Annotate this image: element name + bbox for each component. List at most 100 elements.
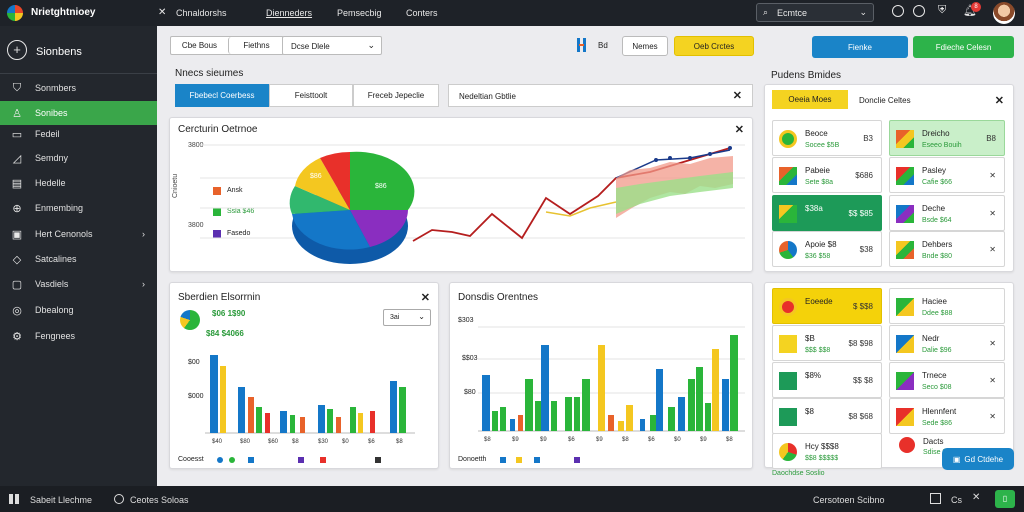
- list-item[interactable]: Apoie $8 $36 $58 $38: [772, 231, 882, 267]
- close-icon[interactable]: ✕: [732, 90, 742, 102]
- sidebar-header: Sionbens: [36, 46, 82, 58]
- list-item-last[interactable]: Dacts Sdise $96: [889, 433, 954, 463]
- sidebar-item-10[interactable]: ⚙ Fengnees: [0, 324, 157, 348]
- item-title: Apoie $8: [805, 240, 837, 249]
- list-item[interactable]: Dreicho Eseeo Bouih B8: [889, 120, 1005, 156]
- item-title: Hlennfent: [922, 407, 957, 416]
- close-icon[interactable]: ✕: [972, 492, 981, 503]
- close-icon[interactable]: ✕: [989, 171, 996, 180]
- tab-2[interactable]: Freceb Jepeclie: [353, 84, 439, 107]
- grid-icon[interactable]: [9, 494, 19, 504]
- bottom-mid-label[interactable]: Ceotes Soloas: [130, 495, 189, 505]
- right-tab-active[interactable]: Oeeia Moes: [772, 90, 848, 109]
- svg-text:$8: $8: [292, 439, 299, 445]
- list-item[interactable]: Nedr Dalie $96 ✕: [889, 325, 1005, 361]
- toolbar-label: Bd: [598, 41, 608, 50]
- list-item[interactable]: $8 $8 $68: [772, 398, 882, 434]
- close-icon[interactable]: ✕: [420, 292, 430, 304]
- chat-button[interactable]: ▣ Gd Ctdehe: [942, 448, 1014, 470]
- close-icon[interactable]: ✕: [734, 124, 744, 136]
- close-icon[interactable]: ✕: [994, 95, 1004, 107]
- list-item[interactable]: Pasley Cafie $66 ✕: [889, 157, 1005, 193]
- top-menu-item-1[interactable]: Dienneders: [266, 8, 313, 18]
- list-item[interactable]: Beoce Socee $5B B3: [772, 120, 882, 156]
- clock-icon[interactable]: [892, 5, 904, 17]
- list-item[interactable]: $38a $$ $85: [772, 195, 882, 231]
- primary-green-button[interactable]: Fdieche Celesn: [913, 36, 1014, 58]
- chart-card-1: Cercturin Oetrnoe ✕ 3800 3800 Cnioetu An…: [169, 117, 753, 272]
- list-item[interactable]: Haciee Ddee $88: [889, 288, 1005, 324]
- cube-icon: [779, 167, 797, 185]
- close-icon[interactable]: ✕: [989, 209, 996, 218]
- item-title: $B: [805, 334, 815, 343]
- list-item[interactable]: Dehbers Bnde $80 ✕: [889, 231, 1005, 267]
- close-icon[interactable]: ✕: [989, 412, 996, 421]
- globe-icon[interactable]: [114, 494, 124, 504]
- list-item[interactable]: Pabeie Sete $8a $686: [772, 157, 882, 193]
- list-item[interactable]: Hlennfent Sede $86 ✕: [889, 398, 1005, 434]
- segment-0[interactable]: Cbe Bous: [181, 41, 218, 50]
- right-tab-other[interactable]: Donclie Celtes: [859, 96, 911, 105]
- svg-text:$9: $9: [540, 437, 547, 443]
- sidebar-item-label: Hert Cenonols: [35, 229, 93, 239]
- filter-bar[interactable]: Nedeltian Gbtlie ✕: [448, 84, 753, 107]
- create-button[interactable]: Oeb Crctes: [674, 36, 754, 56]
- item-subtitle: Ddee $88: [922, 310, 953, 317]
- add-icon[interactable]: +: [7, 40, 27, 60]
- chart2-select[interactable]: 3ai ⌄: [383, 309, 431, 326]
- columns-icon[interactable]: [577, 38, 587, 52]
- list-item[interactable]: Trnece Seco $08 ✕: [889, 362, 1005, 398]
- sidebar-item-label: Hedelle: [35, 178, 66, 188]
- legend-dots: [500, 457, 580, 463]
- sidebar-item-5[interactable]: ⊕ Enmembing: [0, 196, 157, 220]
- footer-link[interactable]: Daochdse Soslio: [772, 470, 825, 477]
- chart-card-2: Sberdien Elsorrnin ✕ $06 1$90 $84 $4066 …: [169, 282, 439, 469]
- names-button[interactable]: Nemes: [622, 36, 668, 56]
- bottom-right-label[interactable]: Cersotoen Scibno: [813, 495, 885, 505]
- grid-icon[interactable]: ✕: [158, 7, 167, 18]
- list-item[interactable]: $B $$$ $$8 $8 $98: [772, 325, 882, 361]
- sidebar-item-2[interactable]: ▭ Fedeil: [0, 122, 157, 146]
- list-item[interactable]: Eoeede $ $$8: [772, 288, 882, 324]
- primary-blue-button[interactable]: Fienke: [812, 36, 908, 58]
- sidebar-item-label: Fedeil: [35, 129, 60, 139]
- list-item[interactable]: Hcy $$$8 $$8 $$$$$: [772, 433, 882, 469]
- sidebar-item-7[interactable]: ◇ Satcalines: [0, 247, 157, 271]
- top-menu-item-3[interactable]: Conters: [406, 8, 438, 18]
- dropdown-select[interactable]: Dcse Dlele ⌄: [282, 36, 382, 55]
- sidebar-item-9[interactable]: ◎ Dbealong: [0, 298, 157, 322]
- close-icon[interactable]: ✕: [989, 339, 996, 348]
- y-tick: 3800: [188, 222, 204, 229]
- sidebar-item-0[interactable]: ⛉ Sonmbers: [0, 76, 157, 100]
- box-icon: ▢: [11, 278, 23, 291]
- sidebar-item-4[interactable]: ▤ Hedelle: [0, 171, 157, 195]
- top-menu-item-2[interactable]: Pemsecbig: [337, 8, 382, 18]
- tab-1[interactable]: Feisttoolt: [269, 84, 353, 107]
- bottom-left-label[interactable]: Sabeit Llechme: [30, 495, 93, 505]
- avatar[interactable]: [993, 2, 1015, 24]
- list-item[interactable]: $8% $$ $8: [772, 362, 882, 398]
- close-icon[interactable]: ✕: [989, 245, 996, 254]
- sidebar-item-label: Dbealong: [35, 305, 74, 315]
- search-input[interactable]: ⌕ Ecmtce ⌄: [756, 3, 874, 22]
- window-icon[interactable]: [930, 493, 941, 504]
- close-icon[interactable]: ✕: [989, 376, 996, 385]
- sidebar-item-label: Semdny: [35, 153, 69, 163]
- settings-icon[interactable]: [913, 5, 925, 17]
- top-bar: Nrietghtnioey ✕ Chnaldorshs Dienneders P…: [0, 0, 1024, 26]
- chat-icon: ▣: [952, 454, 961, 464]
- svg-text:$6: $6: [648, 437, 655, 443]
- segment-1[interactable]: Fiethns: [228, 37, 284, 54]
- tab-0[interactable]: Fbebecl Coerbess: [175, 84, 269, 107]
- shield-icon[interactable]: ⛨: [938, 4, 947, 16]
- item-subtitle: $$$ $$8: [805, 347, 831, 354]
- item-title: Eoeede: [805, 297, 833, 306]
- sidebar-item-6[interactable]: ▣ Hert Cenonols ›: [0, 222, 157, 246]
- top-menu-item-0[interactable]: Chnaldorshs: [176, 8, 227, 18]
- sidebar-item-3[interactable]: ◿ Semdny: [0, 146, 157, 170]
- status-button[interactable]: ▯: [995, 490, 1015, 508]
- list-item[interactable]: Deche Bsde $64 ✕: [889, 195, 1005, 231]
- sidebar-item-8[interactable]: ▢ Vasdiels ›: [0, 272, 157, 296]
- sidebar-item-1[interactable]: ♙ Sonibes: [0, 101, 157, 125]
- sidebar-item-label: Enmembing: [35, 203, 84, 213]
